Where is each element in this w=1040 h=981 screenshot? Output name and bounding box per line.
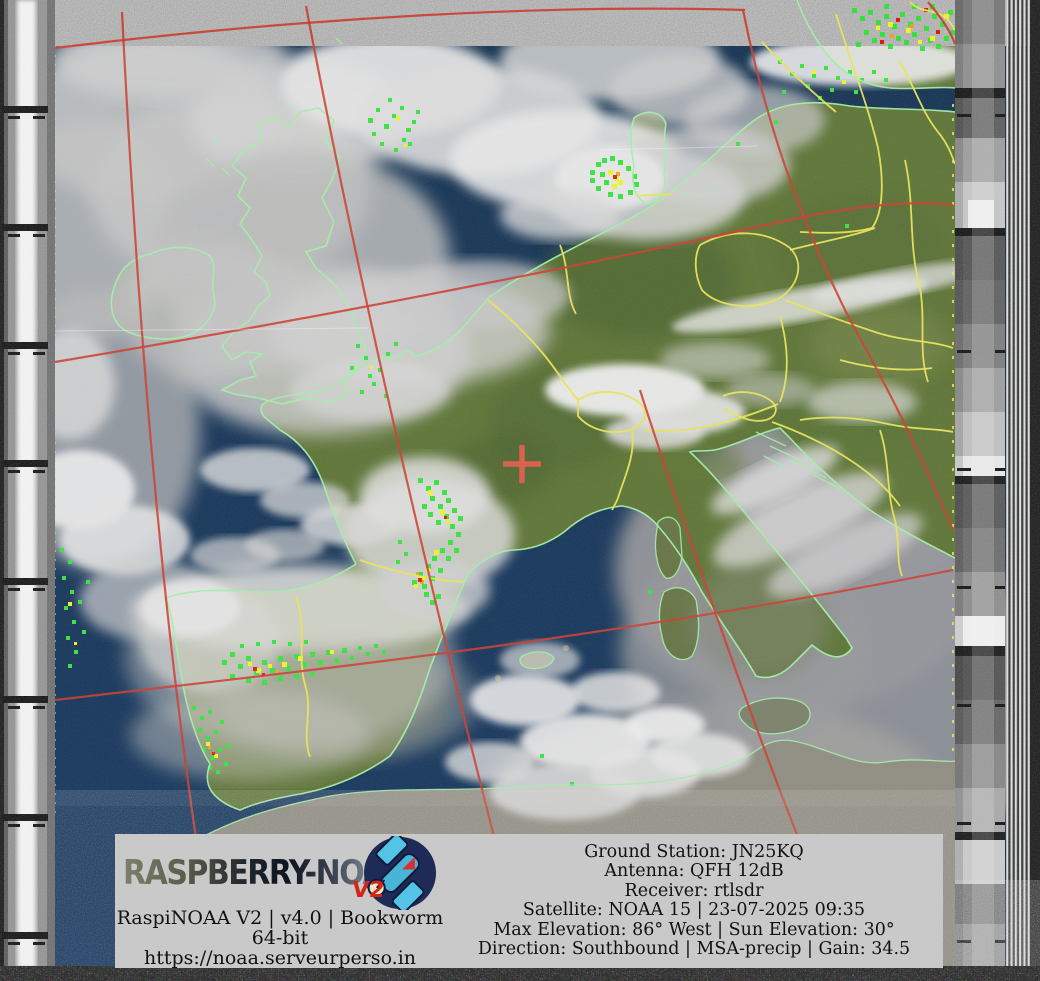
website-url: https://noaa.serveurperso.in [143, 947, 417, 969]
branding-section: RASPBERRY-NOAA V2 RaspiNOAA V2 | v4.0 | … [115, 834, 445, 968]
direction-line: Direction: Southbound | MSA-precip | Gai… [477, 939, 911, 960]
info-panel: RASPBERRY-NOAA V2 RaspiNOAA V2 | v4.0 | … [115, 834, 943, 968]
telemetry-strip-right [955, 0, 1040, 968]
satellite-icon [364, 836, 436, 910]
antenna-line: Antenna: QFH 12dB [604, 861, 784, 882]
top-noise-band [0, 0, 1040, 46]
build-version-line: RaspiNOAA V2 | v4.0 | Bookworm 64-bit [116, 907, 444, 949]
receiver-line: Receiver: rtlsdr [624, 880, 764, 901]
telemetry-strip-left [0, 0, 55, 968]
elevation-line: Max Elevation: 86° West | Sun Elevation:… [493, 919, 895, 940]
raspberry-noaa-wordmark: RASPBERRY-NOAA [123, 853, 407, 894]
build-info: RaspiNOAA V2 | v4.0 | Bookworm 64-bit ht… [115, 908, 445, 968]
v2-badge: V2 [350, 878, 386, 903]
ground-station-line: Ground Station: JN25KQ [584, 842, 804, 862]
telemetry-info-section: Ground Station: JN25KQ Antenna: QFH 12dB… [445, 834, 943, 968]
film-grain [55, 46, 955, 806]
satellite-line: Satellite: NOAA 15 | 23-07-2025 09:35 [522, 900, 866, 921]
bottom-static-band [0, 966, 1040, 981]
